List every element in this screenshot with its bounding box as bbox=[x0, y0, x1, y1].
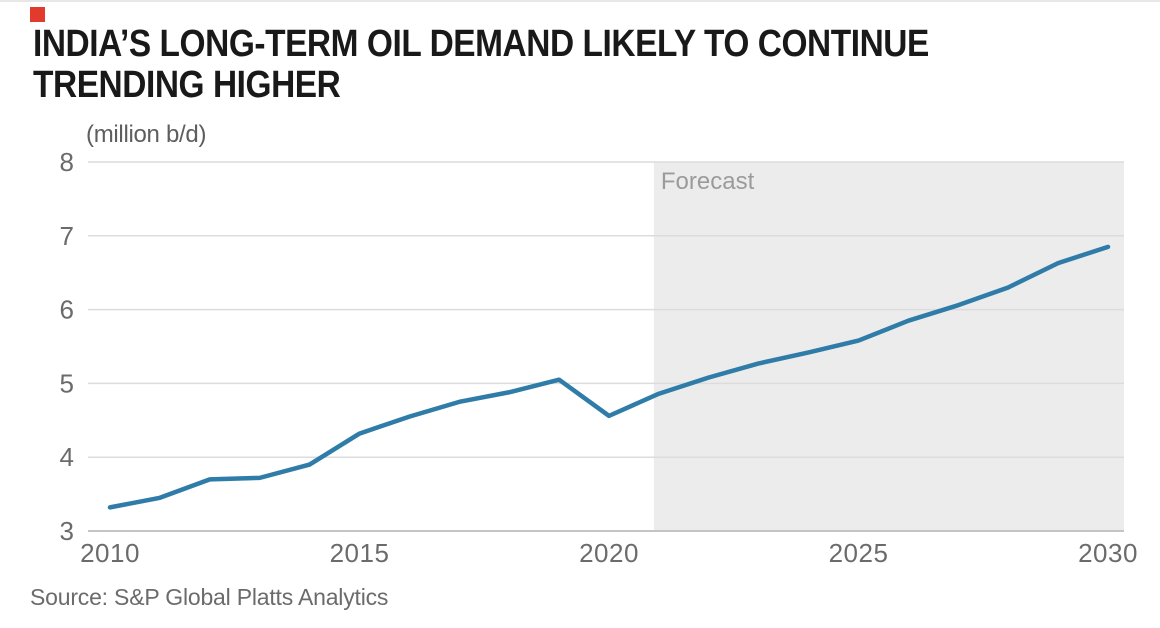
forecast-region bbox=[653, 162, 1124, 530]
x-tick-label: 2030 bbox=[1078, 538, 1138, 568]
oil-demand-line bbox=[107, 244, 1111, 510]
x-tick-label: 2010 bbox=[80, 538, 140, 568]
y-tick-label: 7 bbox=[60, 221, 74, 251]
y-tick-label: 8 bbox=[60, 147, 74, 177]
x-tick-label: 2015 bbox=[330, 538, 390, 568]
page-title: INDIA’S LONG-TERM OIL DEMAND LIKELY TO C… bbox=[33, 24, 929, 106]
y-tick-label: 3 bbox=[60, 516, 74, 546]
platts-brand-square bbox=[30, 7, 45, 22]
source-note: Source: S&P Global Platts Analytics bbox=[30, 584, 389, 610]
top-divider bbox=[0, 0, 1160, 2]
forecast-label: Forecast bbox=[661, 168, 755, 195]
y-tick-label: 4 bbox=[60, 442, 74, 472]
y-tick-label: 6 bbox=[60, 295, 74, 325]
page-title-line2: TRENDING HIGHER bbox=[33, 64, 341, 106]
y-tick-label: 5 bbox=[60, 368, 74, 398]
x-tick-label: 2025 bbox=[829, 538, 889, 568]
x-tick-label: 2020 bbox=[579, 538, 639, 568]
page-title-line1: INDIA’S LONG-TERM OIL DEMAND LIKELY TO C… bbox=[33, 23, 929, 65]
y-axis-unit-label: (million b/d) bbox=[86, 121, 207, 148]
